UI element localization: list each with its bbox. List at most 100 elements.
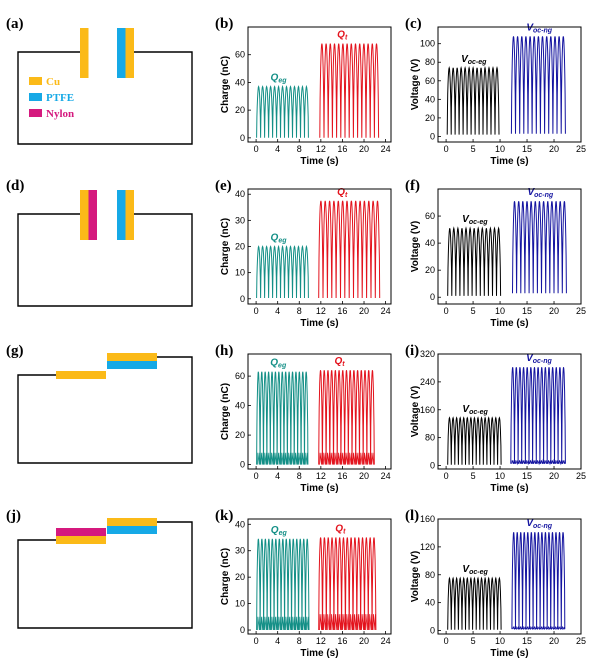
ptfe-layer xyxy=(107,361,157,369)
series-inner-Voc-ng xyxy=(512,625,565,631)
circuit-wire xyxy=(17,521,193,629)
series-line-Qt xyxy=(319,43,380,138)
cu-layer xyxy=(107,353,157,361)
y-tick-label: 160 xyxy=(420,514,435,524)
series-label: Voc-eg xyxy=(462,564,488,576)
x-tick-label: 0 xyxy=(444,636,449,646)
series-inner-Qeg xyxy=(257,452,308,465)
circuit-wire xyxy=(17,213,193,307)
y-tick-label: 20 xyxy=(425,113,435,123)
ptfe-layer xyxy=(117,190,126,240)
x-tick-label: 15 xyxy=(522,306,532,316)
x-tick-label: 20 xyxy=(549,306,559,316)
x-tick-label: 15 xyxy=(522,636,532,646)
x-tick-label: 8 xyxy=(297,144,302,154)
y-tick-label: 0 xyxy=(240,133,245,143)
y-tick-label: 20 xyxy=(235,572,245,582)
ptfe-layer xyxy=(117,28,126,78)
x-tick-label: 0 xyxy=(254,471,259,481)
y-tick-label: 120 xyxy=(420,542,435,552)
x-tick-label: 16 xyxy=(337,306,347,316)
y-tick-label: 10 xyxy=(235,599,245,609)
x-tick-label: 20 xyxy=(359,636,369,646)
panel-letter: (e) xyxy=(215,178,232,194)
x-tick-label: 12 xyxy=(316,144,326,154)
y-tick-label: 80 xyxy=(425,570,435,580)
legend-label: Cu xyxy=(46,76,60,88)
x-axis-label: Time (s) xyxy=(490,318,528,329)
series-inner-Voc-ng xyxy=(511,458,566,466)
x-tick-label: 5 xyxy=(471,144,476,154)
x-tick-label: 16 xyxy=(337,144,347,154)
cu-layer xyxy=(125,28,134,78)
panel-letter: (k) xyxy=(215,508,233,524)
series-line-Voc-eg xyxy=(446,66,500,135)
x-tick-label: 10 xyxy=(495,471,505,481)
x-tick-label: 4 xyxy=(275,144,280,154)
y-tick-label: 40 xyxy=(425,238,435,248)
series-label: Qt xyxy=(337,30,348,42)
panel-letter: (c) xyxy=(405,16,422,32)
y-tick-label: 60 xyxy=(235,50,245,60)
y-tick-label: 60 xyxy=(425,76,435,86)
x-axis-label: Time (s) xyxy=(490,156,528,167)
y-tick-label: 60 xyxy=(425,211,435,221)
y-tick-label: 0 xyxy=(240,625,245,635)
x-tick-label: 20 xyxy=(549,471,559,481)
chart-l: (l) Voc-eg Voc-ng 0 5 10 15 20 25 0 40 80 120 160 Time… xyxy=(405,508,586,658)
series-label: Qeg xyxy=(271,233,288,245)
legend-item-ptfe: PTFE xyxy=(29,92,74,104)
nylon-layer xyxy=(56,528,106,536)
y-tick-label: 160 xyxy=(420,405,435,415)
x-tick-label: 0 xyxy=(254,306,259,316)
cu-layer xyxy=(80,190,89,240)
x-tick-label: 24 xyxy=(381,144,391,154)
series-line-Qeg xyxy=(256,244,309,299)
cu-layer xyxy=(80,28,89,78)
x-axis-label: Time (s) xyxy=(490,648,528,658)
panel-letter: (j) xyxy=(6,508,21,524)
chart-e: (e) Qeg Qt 0 4 8 12 16 20 24 0 10 20 30 40 Time (s) Char… xyxy=(215,178,392,329)
chart-k: (k) Qeg Qt 0 4 8 12 16 20 24 0 10 20 30 40 Time (s) Char… xyxy=(215,508,392,658)
x-tick-label: 4 xyxy=(275,636,280,646)
y-tick-label: 40 xyxy=(425,598,435,608)
x-tick-label: 10 xyxy=(495,144,505,154)
series-label: Voc-ng xyxy=(527,187,553,199)
x-tick-label: 10 xyxy=(495,306,505,316)
y-tick-label: 40 xyxy=(425,94,435,104)
legend-swatch xyxy=(29,93,42,101)
y-tick-label: 20 xyxy=(425,265,435,275)
series-line-Voc-ng xyxy=(512,201,567,294)
schematic-d: (d) xyxy=(6,178,193,307)
x-tick-label: 0 xyxy=(254,144,259,154)
series-line-Qeg xyxy=(256,84,309,138)
x-tick-label: 16 xyxy=(337,636,347,646)
y-axis-label: Charge (nC) xyxy=(220,548,231,605)
panel-letter: (l) xyxy=(405,508,419,524)
chart-c: (c) Voc-eg Voc-ng 0 5 10 15 20 25 0 20 40 60 80 100 Tim… xyxy=(405,16,586,167)
y-tick-label: 0 xyxy=(430,461,435,471)
series-line-Qt xyxy=(318,200,381,299)
x-tick-label: 12 xyxy=(316,636,326,646)
x-tick-label: 0 xyxy=(444,471,449,481)
panel-letter: (h) xyxy=(215,343,233,359)
y-tick-label: 40 xyxy=(235,519,245,529)
x-axis-label: Time (s) xyxy=(300,648,338,658)
x-tick-label: 0 xyxy=(444,144,449,154)
schematic-a: (a) xyxy=(6,16,193,145)
y-axis-label: Charge (nC) xyxy=(220,383,231,440)
chart-f: (f) Voc-eg Voc-ng 0 5 10 15 20 25 0 20 40 60 Time (s)… xyxy=(405,178,586,329)
series-label: Qeg xyxy=(270,358,287,370)
plot-frame xyxy=(247,518,392,635)
x-tick-label: 15 xyxy=(522,144,532,154)
series-label: Voc-eg xyxy=(462,404,488,416)
y-tick-label: 30 xyxy=(235,546,245,556)
x-tick-label: 8 xyxy=(297,471,302,481)
y-tick-label: 0 xyxy=(240,294,245,304)
x-tick-label: 20 xyxy=(359,144,369,154)
plot-frame xyxy=(437,353,582,470)
x-axis-label: Time (s) xyxy=(490,483,528,494)
plot-frame xyxy=(437,188,582,305)
